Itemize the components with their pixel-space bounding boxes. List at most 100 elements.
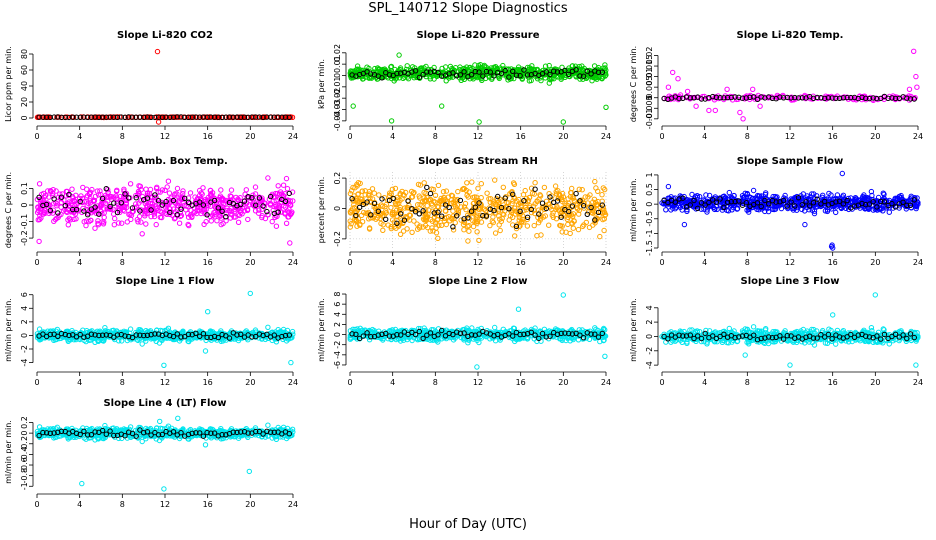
- data-point: [541, 184, 548, 191]
- data-point: [236, 114, 242, 120]
- data-point-black: [73, 114, 80, 120]
- data-point-black: [795, 95, 802, 101]
- x-tick-label: 20: [245, 132, 255, 141]
- data-point-black: [461, 69, 467, 75]
- data-points: [347, 52, 609, 125]
- data-point-black: [275, 114, 281, 120]
- data-point: [392, 66, 398, 73]
- data-point: [903, 94, 909, 101]
- data-point: [602, 65, 608, 71]
- x-tick-label: 0: [659, 132, 664, 141]
- outlier-point: [839, 170, 845, 177]
- data-point: [176, 220, 183, 226]
- chart-title: Slope Li-820 Temp.: [737, 30, 844, 41]
- y-tick-label: -1.5: [645, 240, 654, 256]
- data-point-black: [256, 114, 263, 120]
- x-tick-label: 12: [160, 378, 170, 387]
- data-point: [469, 179, 475, 185]
- y-axis-label: percent per min.: [317, 177, 326, 244]
- y-axis-label: degrees C per min.: [629, 46, 638, 122]
- plot-frame: [346, 44, 610, 126]
- data-point-black: [506, 74, 512, 80]
- data-point: [139, 341, 145, 347]
- y-axis-label: Licor ppm per min.: [4, 46, 13, 122]
- data-point: [528, 68, 534, 75]
- data-point-black: [907, 96, 914, 102]
- data-point-black: [554, 69, 561, 75]
- data-point-black: [573, 190, 579, 197]
- y-tick-label: -0.2: [20, 230, 29, 246]
- data-point-black: [584, 68, 590, 74]
- data-point-black: [736, 94, 742, 101]
- data-point: [474, 229, 480, 235]
- y-tick-label: 0: [20, 202, 29, 207]
- data-point: [492, 64, 499, 70]
- data-point-black: [904, 95, 910, 101]
- data-point-black: [457, 72, 464, 78]
- data-point-black: [524, 72, 531, 78]
- data-point-black: [85, 114, 91, 121]
- data-point-black: [487, 69, 493, 75]
- data-point-black: [230, 114, 237, 120]
- y-tick-label: 0.1: [20, 182, 29, 195]
- data-points: [661, 48, 920, 122]
- data-point-black: [92, 114, 98, 120]
- data-point-black: [721, 95, 727, 101]
- data-point-black: [271, 114, 277, 120]
- data-point-black: [260, 114, 266, 121]
- x-tick-label: 24: [913, 258, 923, 267]
- data-point: [602, 73, 608, 79]
- data-point-black: [424, 184, 430, 191]
- data-point-black: [468, 72, 475, 78]
- data-point-black: [543, 69, 549, 75]
- data-point: [423, 63, 429, 70]
- data-point: [376, 192, 382, 198]
- data-point: [283, 175, 290, 182]
- data-point: [761, 94, 767, 100]
- data-point: [492, 177, 498, 183]
- data-point-black: [424, 69, 430, 75]
- data-point-black: [822, 95, 828, 102]
- data-point: [431, 76, 437, 82]
- outlier-point: [684, 88, 691, 95]
- data-point-black: [889, 95, 895, 101]
- data-point-black: [238, 114, 244, 120]
- chart-panel: Slope Gas Stream RH0 4 8 12 16 20 24-0.200.2pe…: [317, 156, 611, 267]
- outlier-point: [439, 103, 445, 109]
- chart-title: Slope Gas Stream RH: [418, 156, 538, 167]
- x-tick-label: 16: [203, 378, 213, 387]
- y-tick-label: 0.02: [333, 44, 342, 62]
- data-point: [228, 187, 235, 193]
- data-point: [424, 203, 430, 209]
- data-point-black: [88, 114, 95, 120]
- data-point: [435, 182, 442, 189]
- x-tick-label: 16: [828, 132, 838, 141]
- data-point: [213, 114, 220, 120]
- data-point-black: [253, 114, 259, 120]
- data-point: [443, 78, 449, 84]
- data-point-black: [412, 68, 419, 74]
- chart-title: Slope Li-820 Pressure: [416, 30, 539, 41]
- data-point-black: [394, 70, 400, 77]
- y-tick-label: 0: [20, 115, 29, 120]
- x-tick-label: 4: [390, 258, 395, 267]
- data-point-black: [457, 197, 464, 204]
- data-point-black: [163, 114, 169, 120]
- data-point-black: [223, 114, 229, 120]
- data-point-black: [547, 71, 553, 78]
- outlier-point: [202, 348, 209, 354]
- x-tick-label: 8: [120, 378, 125, 387]
- y-tick-label: -0.5: [645, 211, 654, 227]
- data-point-black: [513, 72, 520, 78]
- data-point-black: [577, 73, 583, 79]
- data-point: [483, 67, 490, 73]
- data-point-black: [728, 94, 734, 101]
- data-point: [663, 207, 669, 213]
- data-point-black: [245, 114, 251, 121]
- data-point-black: [122, 114, 128, 121]
- data-points: [34, 175, 296, 246]
- data-point-black: [863, 95, 869, 102]
